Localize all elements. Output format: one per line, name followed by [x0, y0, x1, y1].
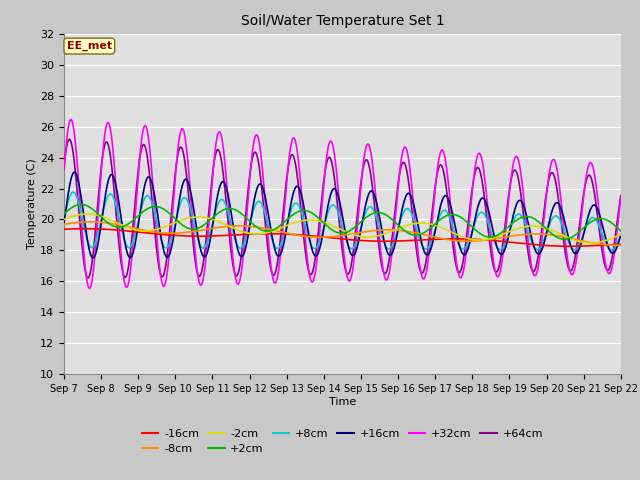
Title: Soil/Water Temperature Set 1: Soil/Water Temperature Set 1: [241, 14, 444, 28]
X-axis label: Time: Time: [329, 397, 356, 407]
Text: EE_met: EE_met: [67, 41, 112, 51]
Legend: -16cm, -8cm, -2cm, +2cm, +8cm, +16cm, +32cm, +64cm: -16cm, -8cm, -2cm, +2cm, +8cm, +16cm, +3…: [138, 424, 547, 459]
Y-axis label: Temperature (C): Temperature (C): [28, 158, 37, 250]
